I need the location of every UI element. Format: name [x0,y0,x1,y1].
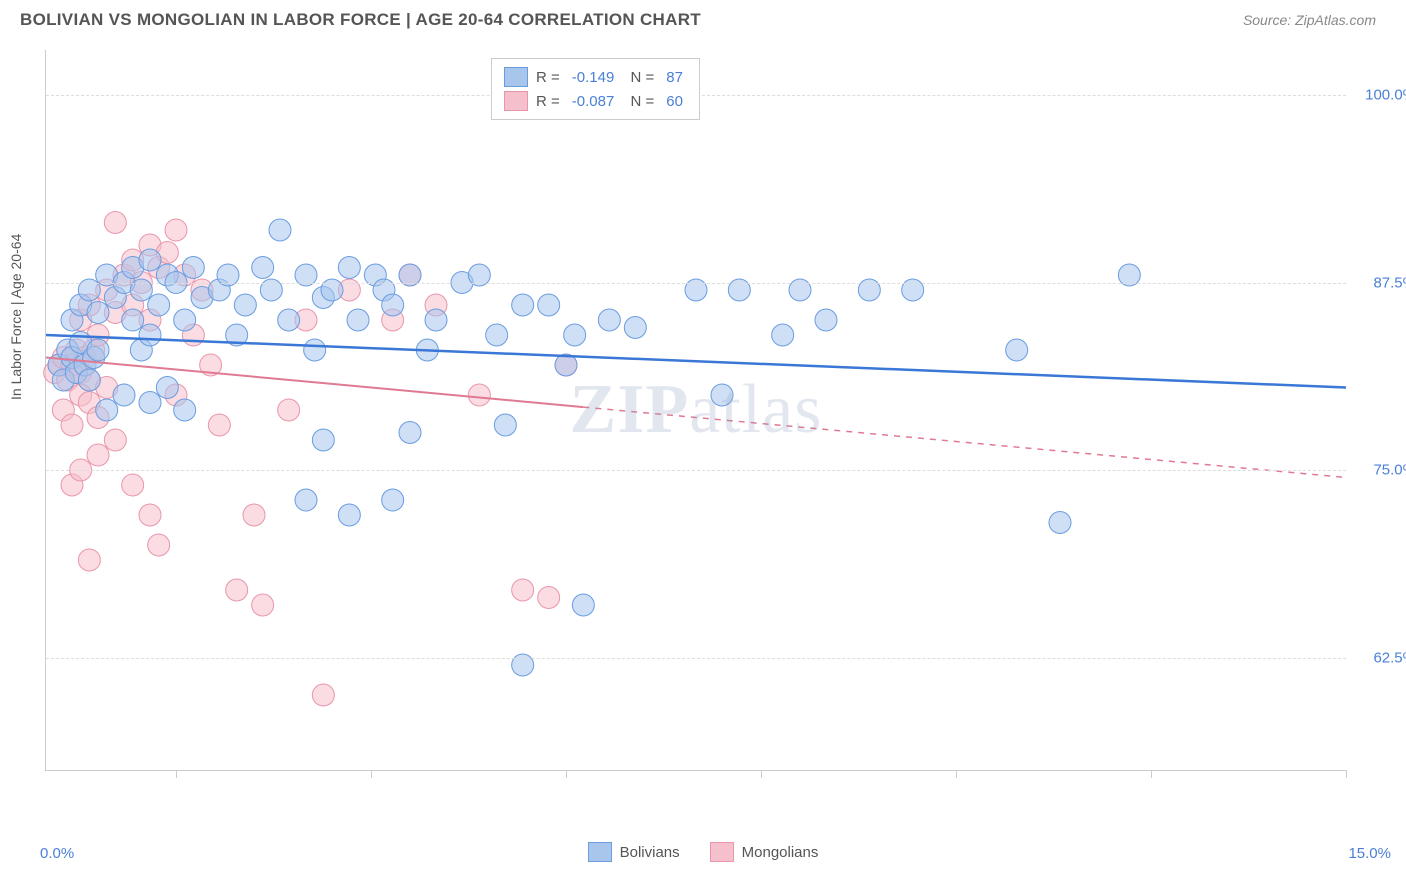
data-point [234,294,256,316]
legend-row-bolivians: R = -0.149 N = 87 [504,65,687,89]
data-point [711,384,733,406]
data-point [564,324,586,346]
data-point [312,684,334,706]
data-point [278,399,300,421]
x-tick [1346,770,1347,778]
n-value-bolivians: 87 [666,69,683,86]
data-point [165,219,187,241]
data-point [304,339,326,361]
data-point [512,579,534,601]
data-point [815,309,837,331]
data-point [399,422,421,444]
data-point [139,504,161,526]
x-tick [371,770,372,778]
data-point [139,392,161,414]
data-point [269,219,291,241]
data-point [174,399,196,421]
data-point [104,212,126,234]
r-value-bolivians: -0.149 [572,69,615,86]
data-point [122,474,144,496]
trend-line [46,335,1346,388]
data-point [347,309,369,331]
data-point [512,294,534,316]
swatch-bolivians-icon [504,67,528,87]
data-point [78,369,100,391]
legend-item-mongolians: Mongolians [710,842,819,862]
data-point [148,294,170,316]
gridline [46,283,1346,284]
data-point [78,549,100,571]
data-point [1049,512,1071,534]
data-point [139,249,161,271]
swatch-bolivians-icon [588,842,612,862]
data-point [87,302,109,324]
trend-line-dashed [583,407,1346,477]
data-point [87,339,109,361]
x-tick [761,770,762,778]
data-point [538,294,560,316]
data-point [382,489,404,511]
data-point [87,444,109,466]
chart-plot-area: ZIPatlas R = -0.149 N = 87 R = -0.087 N … [45,50,1346,771]
scatter-svg [46,50,1346,770]
data-point [252,594,274,616]
source-label: Source: ZipAtlas.com [1243,12,1376,28]
data-point [338,257,360,279]
x-tick [566,770,567,778]
data-point [486,324,508,346]
data-point [772,324,794,346]
data-point [425,309,447,331]
data-point [226,579,248,601]
data-point [624,317,646,339]
y-axis-label: In Labor Force | Age 20-64 [8,234,24,400]
data-point [538,587,560,609]
r-value-mongolians: -0.087 [572,93,615,110]
correlation-legend: R = -0.149 N = 87 R = -0.087 N = 60 [491,58,700,120]
x-tick [956,770,957,778]
data-point [174,309,196,331]
data-point [295,489,317,511]
data-point [494,414,516,436]
legend-item-bolivians: Bolivians [588,842,680,862]
x-tick [1151,770,1152,778]
y-tick-label: 87.5% [1356,274,1406,291]
swatch-mongolians-icon [710,842,734,862]
gridline [46,470,1346,471]
series-legend: Bolivians Mongolians [0,842,1406,862]
data-point [572,594,594,616]
data-point [148,534,170,556]
data-point [468,384,490,406]
n-value-mongolians: 60 [666,93,683,110]
data-point [139,324,161,346]
legend-row-mongolians: R = -0.087 N = 60 [504,89,687,113]
data-point [1006,339,1028,361]
data-point [252,257,274,279]
legend-label-mongolians: Mongolians [742,844,819,861]
data-point [113,384,135,406]
data-point [96,399,118,421]
data-point [312,429,334,451]
gridline [46,658,1346,659]
legend-label-bolivians: Bolivians [620,844,680,861]
data-point [182,257,204,279]
data-point [382,294,404,316]
y-tick-label: 100.0% [1356,87,1406,104]
data-point [338,504,360,526]
data-point [156,377,178,399]
swatch-mongolians-icon [504,91,528,111]
x-tick [176,770,177,778]
data-point [598,309,620,331]
data-point [243,504,265,526]
y-tick-label: 62.5% [1356,649,1406,666]
data-point [208,414,230,436]
chart-title: BOLIVIAN VS MONGOLIAN IN LABOR FORCE | A… [20,10,701,30]
data-point [122,309,144,331]
data-point [61,414,83,436]
data-point [104,429,126,451]
data-point [278,309,300,331]
y-tick-label: 75.0% [1356,462,1406,479]
